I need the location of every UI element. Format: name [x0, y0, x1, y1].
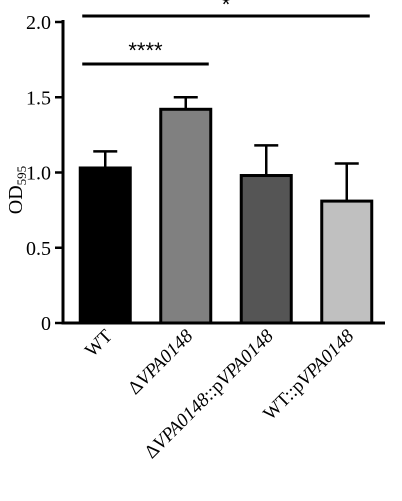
- bar: [239, 174, 293, 325]
- y-tick-label: 2.0: [26, 12, 51, 34]
- y-axis-label: OD595: [5, 166, 29, 214]
- x-tick-label: WT: [81, 325, 117, 361]
- significance-brackets: *****: [82, 0, 370, 66]
- x-tick-label: ΔVPA0148: [124, 325, 198, 399]
- y-tick-label: 1.0: [26, 163, 51, 185]
- error-bars: [93, 96, 359, 202]
- bar: [320, 199, 374, 325]
- y-axis-label-sub: 595: [14, 166, 29, 186]
- bars: [78, 107, 374, 325]
- significance-label: ****: [128, 38, 163, 63]
- bar: [78, 166, 132, 325]
- y-tick-label: 0: [41, 313, 51, 335]
- y-tick-label: 1.5: [26, 87, 51, 109]
- bar: [159, 107, 213, 325]
- y-axis-label-main: OD: [5, 185, 27, 214]
- y-tick-label: 0.5: [26, 238, 51, 260]
- significance-label: *: [222, 0, 231, 17]
